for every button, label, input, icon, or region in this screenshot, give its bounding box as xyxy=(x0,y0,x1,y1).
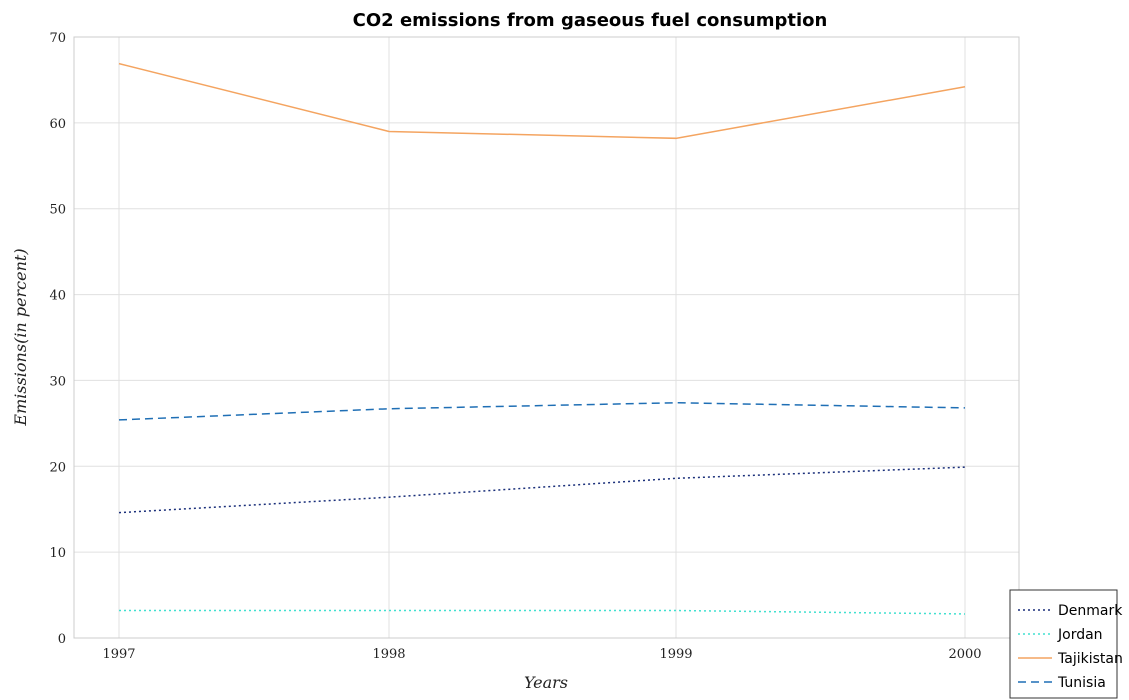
y-tick-label: 50 xyxy=(49,203,66,218)
x-tick-label: 1999 xyxy=(659,647,692,662)
series-line-jordan xyxy=(119,609,966,615)
series-line-tajikistan xyxy=(118,62,966,140)
y-tick-label: 40 xyxy=(49,289,66,304)
y-tick-label: 70 xyxy=(49,31,66,46)
grid xyxy=(74,36,1019,639)
y-axis-ticks: 0 10 20 30 40 50 60 70 xyxy=(49,31,66,647)
legend-label: Denmark xyxy=(1058,603,1123,619)
legend-box xyxy=(1009,589,1118,699)
y-tick-label: 20 xyxy=(49,460,66,475)
plot-area xyxy=(73,36,1020,639)
x-tick-label: 1998 xyxy=(372,647,405,662)
legend: Denmark Jordan Tajikistan Tunisia xyxy=(1009,589,1123,699)
series-line-tunisia xyxy=(118,402,966,421)
x-axis-label: Years xyxy=(524,673,568,692)
y-tick-label: 60 xyxy=(49,117,66,132)
y-tick-label: 30 xyxy=(49,374,66,389)
series-line-denmark xyxy=(118,466,966,514)
y-tick-label: 0 xyxy=(58,632,66,647)
x-tick-label: 1997 xyxy=(102,647,135,662)
y-axis-label: Emissions(in percent) xyxy=(11,248,30,426)
x-axis-ticks: 1997 1998 1999 2000 xyxy=(102,647,981,662)
legend-label: Jordan xyxy=(1057,627,1103,643)
chart-title: CO2 emissions from gaseous fuel consumpt… xyxy=(353,10,828,31)
x-tick-label: 2000 xyxy=(948,647,981,662)
y-tick-label: 10 xyxy=(49,546,66,561)
series-lines xyxy=(118,62,966,615)
legend-label: Tajikistan xyxy=(1057,651,1123,667)
legend-label: Tunisia xyxy=(1057,675,1106,691)
